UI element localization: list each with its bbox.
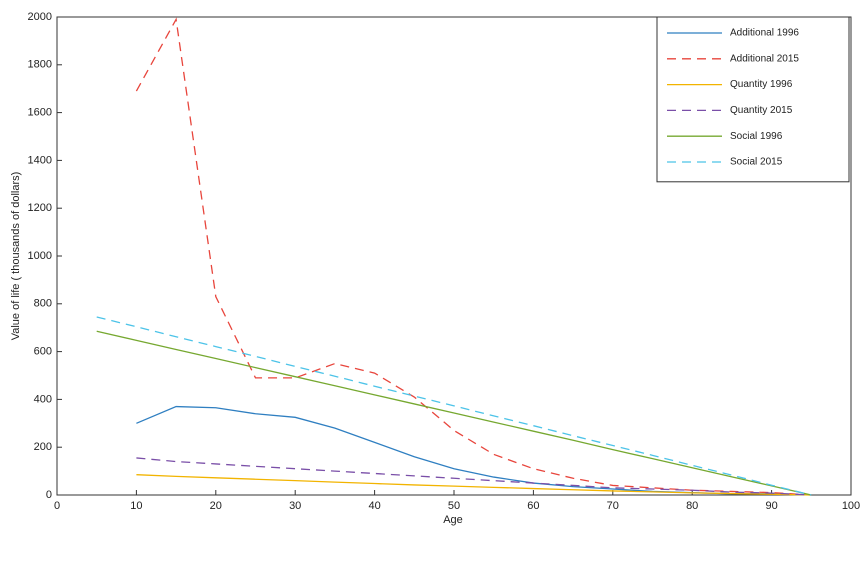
y-tick-label: 1000 [28,250,52,262]
x-tick-label: 70 [607,500,619,512]
y-tick-label: 400 [34,393,52,405]
x-tick-label: 90 [765,500,777,512]
y-tick-label: 600 [34,346,52,358]
x-tick-label: 30 [289,500,301,512]
series-line [96,316,812,496]
y-tick-label: 1400 [28,154,52,166]
x-tick-label: 100 [842,500,860,512]
x-axis-label: Age [443,514,463,526]
x-tick-label: 10 [130,500,142,512]
x-tick-label: 50 [448,500,460,512]
x-tick-label: 80 [686,500,698,512]
legend-label: Social 2015 [730,157,783,168]
series-line [96,330,812,496]
y-axis-label: Value of life ( thousands of dollars) [10,172,22,341]
y-tick-label: 1800 [28,59,52,71]
series-line [136,405,812,496]
y-tick-label: 1200 [28,202,52,214]
y-tick-label: 0 [46,489,52,501]
y-tick-label: 2000 [28,11,52,23]
legend-label: Additional 2015 [730,53,799,64]
legend-label: Additional 1996 [730,28,799,39]
series-line [136,457,812,496]
y-tick-label: 800 [34,298,52,310]
x-tick-label: 0 [54,500,60,512]
series-line [135,17,812,496]
legend-label: Quantity 2015 [730,105,793,116]
legend: Additional 1996 Additional 2015 Quantity 1… [656,16,850,183]
x-tick-label: 40 [368,500,380,512]
x-tick-label: 20 [210,500,222,512]
y-tick-label: 1600 [28,107,52,119]
legend-label: Quantity 1996 [730,79,793,90]
legend-label: Social 1996 [730,131,783,142]
x-tick-label: 60 [527,500,539,512]
series-line [136,474,812,496]
y-tick-label: 200 [34,441,52,453]
legend-box [656,16,850,183]
